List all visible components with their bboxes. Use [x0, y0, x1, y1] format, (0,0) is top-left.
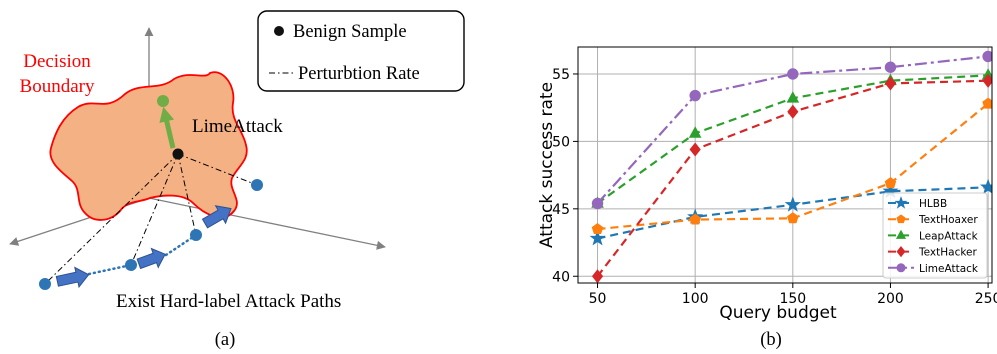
x-axis-label: Query budget: [719, 303, 837, 323]
attack-paths-label: Exist Hard-label Attack Paths: [116, 291, 341, 312]
legend-marker: [896, 214, 906, 224]
data-point: [689, 89, 701, 102]
y-tick-label: 40: [552, 269, 570, 285]
legend-label: TextHacker: [918, 247, 978, 259]
panel-b-caption: (b): [760, 330, 782, 350]
region-label-line-2: Boundary: [20, 76, 95, 97]
chart-legend: HLBB TextHoaxer LeapAttack TextHacker LimeAt…: [882, 192, 988, 279]
y-tick-label: 50: [552, 134, 570, 150]
data-point: [591, 222, 604, 234]
legend-benign-marker: [274, 26, 284, 36]
x-tick-label: 100: [682, 291, 709, 307]
data-point: [589, 230, 606, 246]
legend-marker: [894, 196, 908, 209]
x-tick-label: 150: [779, 291, 806, 307]
data-point: [787, 68, 799, 80]
panel-b: 50 100 150 200 250 40 45 50 55 Query budget Atta…: [537, 46, 997, 350]
data-point: [591, 197, 604, 210]
series-TextHoaxer: [591, 97, 992, 234]
legend-marker: [895, 229, 907, 239]
x-tick-label: 250: [975, 291, 997, 307]
attack-path-dots: [87, 233, 198, 276]
series-line: [596, 55, 989, 205]
attack-path-arrow-1: [55, 266, 90, 289]
y-tick-label: 55: [552, 67, 570, 83]
panel-a-legend: Benign Sample Perturbtion Rate: [257, 10, 465, 92]
data-point: [884, 61, 897, 73]
legend-box: [882, 192, 988, 279]
limeattack-arrow: [159, 106, 176, 149]
region-label-line-1: Decision: [23, 51, 91, 72]
perturbation-lines: [44, 153, 258, 285]
legend-label: HLBB: [919, 198, 947, 210]
y-axis-label: Attack success rate: [537, 82, 557, 248]
series-layer: [589, 50, 992, 283]
x-tick-label: 200: [877, 291, 904, 307]
path-point-4: [251, 179, 263, 191]
plot-frame: [577, 46, 993, 284]
data-point: [786, 91, 800, 103]
axis-y-line: [148, 197, 386, 250]
x-tick-label: 50: [589, 291, 607, 307]
path-point-1: [39, 278, 51, 290]
series-TextHacker: [591, 73, 992, 283]
data-point: [787, 212, 799, 224]
data-point: [982, 97, 992, 109]
data-point: [979, 178, 992, 195]
panel-a: Decision Boundary LimeAttack Exist Hard-…: [9, 10, 465, 350]
data-point: [784, 196, 801, 212]
panel-a-caption: (a): [215, 330, 236, 350]
legend-label: LimeAttack: [919, 263, 979, 275]
data-point: [884, 76, 897, 91]
path-point-2: [125, 259, 137, 271]
data-point: [982, 50, 992, 63]
legend-label: TextHoaxer: [918, 214, 978, 226]
y-tick-label: 45: [552, 202, 570, 218]
ticks: 50 100 150 200 250 40 45 50 55: [552, 67, 997, 307]
decision-boundary-region: [49, 71, 248, 221]
legend-benign-label: Benign Sample: [293, 22, 407, 42]
data-point: [884, 177, 897, 189]
legend-marker: [896, 263, 906, 273]
data-point: [787, 104, 799, 119]
data-point: [689, 213, 701, 225]
adversarial-point-green: [157, 95, 169, 107]
attack-path-arrow-2: [136, 247, 166, 270]
series-LimeAttack: [591, 50, 992, 210]
legend-perturbation-label: Perturbtion Rate: [298, 64, 420, 84]
attack-path-arrow-3: [201, 205, 232, 229]
legend-label: LeapAttack: [919, 230, 979, 242]
path-point-3: [190, 229, 202, 241]
benign-sample-point: [172, 148, 184, 160]
legend-marker: [896, 245, 906, 258]
method-label: LimeAttack: [192, 116, 283, 137]
data-point: [982, 73, 992, 88]
data-point: [689, 142, 701, 157]
data-point: [688, 126, 702, 138]
